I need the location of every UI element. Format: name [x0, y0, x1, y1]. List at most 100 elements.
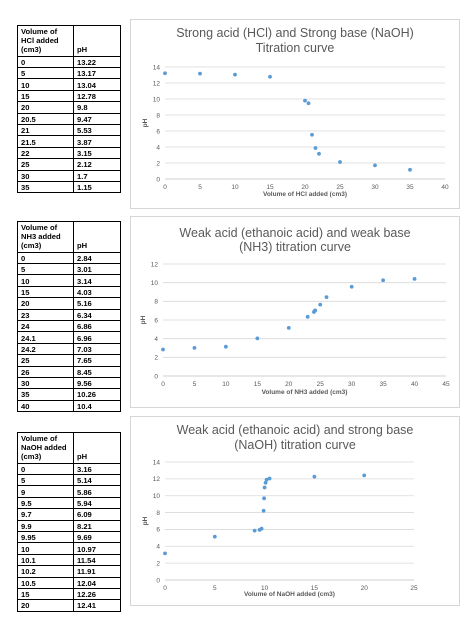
- y-axis-label: pH: [142, 516, 149, 525]
- hcl-titration-chart: Strong acid (HCl) and Strong base (NaOH)…: [142, 26, 449, 198]
- x-tick-label: 10: [261, 585, 269, 592]
- ph-cell: 12.78: [73, 89, 121, 103]
- ph-cell: 3.15: [73, 146, 121, 160]
- data-point: [262, 485, 267, 490]
- ph-cell: 6.34: [73, 308, 121, 321]
- nh3-chart-panel: Weak acid (ethanoic acid) and weak base(…: [130, 216, 460, 408]
- ph-cell: 5.16: [73, 297, 121, 310]
- table-row: 10 10.97: [17, 542, 121, 555]
- ph-cell: 12.26: [73, 587, 121, 601]
- table-row: 25 2.12: [17, 158, 121, 171]
- chart-title: Titration curve: [256, 41, 335, 55]
- volume-cell: 9.7: [17, 508, 74, 521]
- ph-cell: 2.12: [73, 158, 121, 171]
- ph-cell: 10.97: [73, 542, 121, 555]
- volume-cell: 10.2: [17, 565, 74, 578]
- table-row: 24.1 6.96: [17, 331, 121, 344]
- table-row: 9 5.86: [17, 485, 121, 498]
- y-tick-label: 10: [153, 493, 161, 500]
- table-row: 0 13.22: [17, 55, 121, 69]
- table-row: 10 13.04: [17, 78, 121, 91]
- ph-cell: 1.15: [73, 180, 121, 194]
- ph-cell: 3.87: [73, 135, 121, 148]
- x-tick-label: 10: [222, 381, 230, 388]
- y-tick-label: 10: [151, 280, 159, 287]
- ph-cell: 1.7: [73, 169, 121, 182]
- volume-cell: 15: [17, 587, 74, 601]
- ph-cell: 8.45: [73, 365, 121, 378]
- volume-cell: 0: [17, 55, 74, 69]
- data-point: [262, 496, 267, 501]
- nh3-titration-chart: Weak acid (ethanoic acid) and weak base(…: [140, 226, 450, 396]
- data-point: [381, 278, 386, 283]
- ph-column-header: pH: [73, 221, 121, 253]
- y-tick-label: 0: [154, 373, 158, 380]
- data-point: [373, 163, 377, 168]
- data-point: [163, 71, 167, 76]
- table-row: 10.1 11.54: [17, 553, 121, 567]
- data-point: [408, 167, 412, 172]
- volume-column-header: Volume of NaOH added (cm3): [17, 432, 74, 464]
- volume-cell: 20: [17, 599, 74, 612]
- ph-cell: 2.84: [73, 251, 121, 265]
- volume-cell: 26: [17, 365, 74, 378]
- ph-cell: 3.14: [73, 274, 121, 287]
- data-point: [286, 325, 291, 330]
- volume-cell: 24.2: [17, 342, 74, 356]
- volume-cell: 5: [17, 262, 74, 276]
- data-point: [163, 551, 167, 556]
- table-row: 9.7 6.09: [17, 508, 121, 521]
- table-row: 40 10.4: [17, 399, 121, 413]
- ph-cell: 12.04: [73, 576, 121, 589]
- table-row: 30 9.56: [17, 376, 121, 390]
- ph-cell: 3.01: [73, 262, 121, 276]
- data-point: [263, 480, 268, 485]
- x-tick-label: 25: [336, 184, 344, 191]
- data-point: [338, 160, 342, 164]
- y-tick-label: 6: [156, 527, 160, 534]
- volume-cell: 10.5: [17, 576, 74, 589]
- data-point: [305, 314, 310, 319]
- ph-cell: 12.41: [73, 599, 121, 612]
- x-axis-label: Volume of NaOH added (cm3): [244, 591, 335, 598]
- hcl-chart-panel: Strong acid (HCl) and Strong base (NaOH)…: [130, 19, 460, 209]
- y-tick-label: 2: [154, 355, 158, 362]
- x-tick-label: 20: [361, 585, 369, 592]
- volume-cell: 25: [17, 354, 74, 367]
- volume-cell: 10.1: [17, 553, 74, 567]
- ph-cell: 10.4: [73, 399, 121, 413]
- table-row: 9.5 5.94: [17, 496, 121, 510]
- table-row: 23 6.34: [17, 308, 121, 321]
- table-row: 5 13.17: [17, 66, 121, 80]
- x-tick-label: 0: [161, 381, 165, 388]
- ph-cell: 6.86: [73, 319, 121, 333]
- chart-title: Weak acid (ethanoic acid) and strong bas…: [177, 423, 414, 437]
- chart-title: (NH3) titration curve: [239, 240, 351, 254]
- data-point: [223, 344, 228, 349]
- ph-cell: 9.8: [73, 101, 121, 114]
- ph-cell: 9.56: [73, 376, 121, 390]
- data-point: [252, 528, 257, 533]
- ph-cell: 7.03: [73, 342, 121, 356]
- table-row: 0 3.16: [17, 462, 121, 476]
- chart-title: (NaOH) titration curve: [234, 438, 356, 452]
- nh3-table-header: Volume of NH3 added (cm3) pH: [17, 221, 121, 253]
- data-point: [261, 508, 266, 513]
- table-row: 35 10.26: [17, 388, 121, 401]
- data-point: [324, 295, 329, 300]
- y-tick-label: 4: [156, 144, 160, 151]
- y-tick-label: 12: [153, 80, 161, 87]
- ph-cell: 5.86: [73, 485, 121, 498]
- table-row: 9.95 9.69: [17, 530, 121, 544]
- x-tick-label: 20: [301, 184, 309, 191]
- x-tick-label: 25: [410, 585, 418, 592]
- table-row: 10.5 12.04: [17, 576, 121, 589]
- y-tick-label: 4: [156, 544, 160, 551]
- y-tick-label: 8: [156, 510, 160, 517]
- data-point: [198, 71, 202, 76]
- x-tick-label: 5: [193, 381, 197, 388]
- volume-cell: 9.95: [17, 530, 74, 544]
- volume-column-header: Volume of NH3 added (cm3): [17, 221, 74, 253]
- table-row: 21.5 3.87: [17, 135, 121, 148]
- ph-cell: 8.21: [73, 519, 121, 532]
